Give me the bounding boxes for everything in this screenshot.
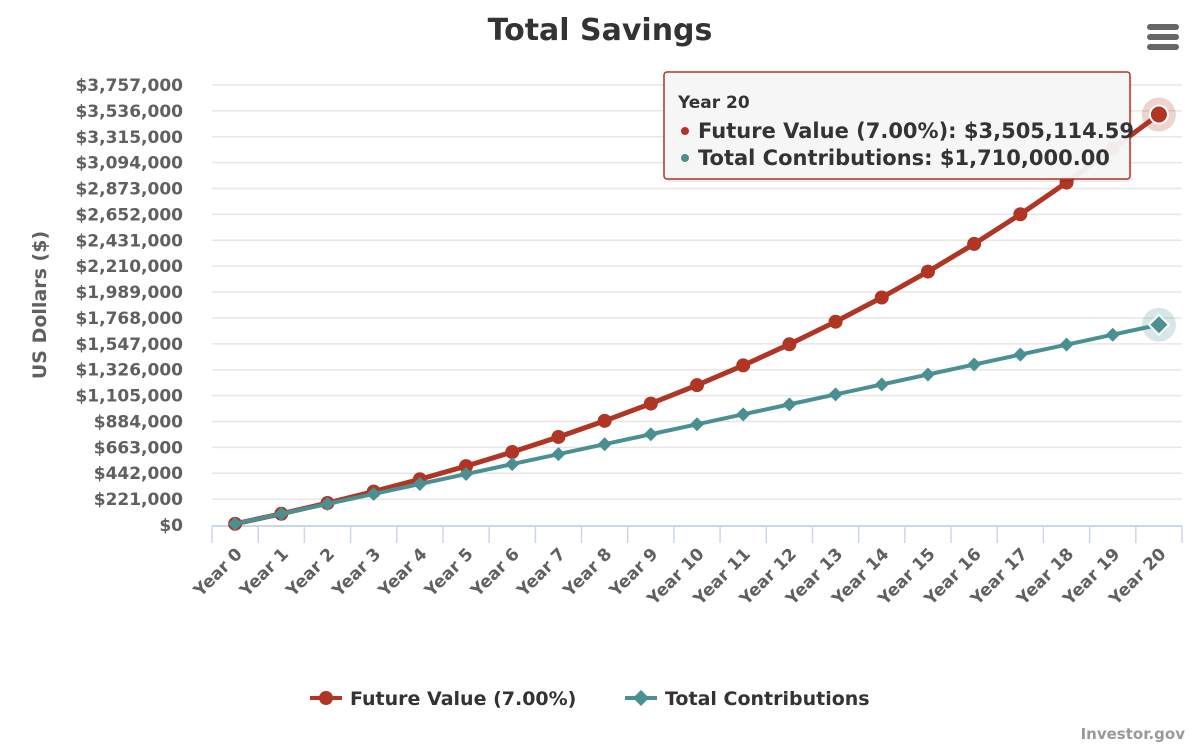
y-tick-label: $1,547,000 <box>75 335 183 355</box>
y-tick-label: $1,989,000 <box>75 283 183 303</box>
data-point[interactable] <box>690 378 704 393</box>
data-point[interactable] <box>690 417 704 432</box>
y-tick-label: $3,315,000 <box>75 128 183 148</box>
y-tick-label: $3,094,000 <box>75 154 183 174</box>
data-point[interactable] <box>1147 313 1171 337</box>
legend-circle-icon <box>319 691 333 705</box>
y-tick-label: $3,757,000 <box>75 76 183 96</box>
y-tick-label: $884,000 <box>94 412 183 432</box>
x-tick-label: Year 5 <box>420 544 477 601</box>
y-tick-label: $2,431,000 <box>75 231 183 251</box>
legend-label-future-value: Future Value (7.00%) <box>350 688 576 710</box>
data-point[interactable] <box>1013 207 1028 222</box>
data-point[interactable] <box>1105 327 1120 342</box>
data-point[interactable] <box>459 467 474 482</box>
data-point[interactable] <box>1013 347 1028 362</box>
tooltip: Year 20 Future Value (7.00%): $3,505,114… <box>663 71 1134 182</box>
data-point[interactable] <box>782 397 797 412</box>
data-point[interactable] <box>828 387 843 402</box>
data-point[interactable] <box>551 447 566 462</box>
y-axis-ticks: $0 $221,000 $442,000 $663,000 $884,000 $1,105… <box>75 76 183 536</box>
data-point[interactable] <box>1059 337 1074 352</box>
data-point[interactable] <box>459 459 474 474</box>
data-point[interactable] <box>597 413 612 428</box>
menu-button[interactable] <box>1140 16 1180 56</box>
data-point[interactable] <box>736 407 751 422</box>
data-point[interactable] <box>366 486 381 501</box>
tooltip-bullet-total-contributions <box>681 154 689 162</box>
legend: Future Value (7.00%) Total Contributions <box>310 688 870 710</box>
x-tick-label: Year 8 <box>559 544 616 601</box>
legend-item-total-contributions[interactable]: Total Contributions <box>625 688 870 710</box>
y-tick-label: $1,105,000 <box>75 387 183 407</box>
data-point[interactable] <box>505 457 520 472</box>
y-tick-label: $0 <box>159 516 183 536</box>
x-tick-label: Year 2 <box>282 544 339 601</box>
data-point[interactable] <box>920 367 935 382</box>
data-point[interactable] <box>643 396 658 411</box>
y-tick-label: $2,652,000 <box>75 205 183 225</box>
data-point[interactable] <box>874 377 889 392</box>
data-point[interactable] <box>274 506 289 521</box>
series-total-contributions <box>228 307 1176 531</box>
data-point[interactable] <box>551 429 566 444</box>
y-tick-label: $663,000 <box>94 438 183 458</box>
x-tick-label: Year 4 <box>374 544 431 601</box>
data-point[interactable] <box>967 236 982 251</box>
tooltip-header: Year 20 <box>677 93 750 113</box>
data-point[interactable] <box>643 427 658 442</box>
y-axis-title: US Dollars ($) <box>29 231 51 379</box>
credit-link[interactable]: Investor.gov <box>1081 725 1186 743</box>
data-point[interactable] <box>412 477 427 492</box>
y-tick-label: $442,000 <box>94 464 183 484</box>
tooltip-line-future-value: Future Value (7.00%): $3,505,114.59 <box>698 119 1134 143</box>
data-point[interactable] <box>1148 104 1169 125</box>
data-point[interactable] <box>828 314 843 329</box>
series-layer <box>228 97 1176 531</box>
tooltip-box <box>663 71 1131 180</box>
data-point[interactable] <box>597 437 612 452</box>
x-tick-label: Year 1 <box>236 544 293 601</box>
y-tick-label: $221,000 <box>94 490 183 510</box>
data-point[interactable] <box>874 290 889 305</box>
y-tick-label: $2,210,000 <box>75 257 183 277</box>
x-tick-label: Year 7 <box>513 544 570 601</box>
y-tick-label: $3,536,000 <box>75 102 183 122</box>
x-tick-label: Year 6 <box>467 544 524 601</box>
y-tick-label: $1,768,000 <box>75 309 183 329</box>
y-tick-label: $2,873,000 <box>75 180 183 200</box>
data-point[interactable] <box>967 357 982 372</box>
y-tick-label: $1,326,000 <box>75 361 183 381</box>
data-point[interactable] <box>920 264 935 279</box>
legend-item-future-value[interactable]: Future Value (7.00%) <box>310 688 576 710</box>
chart-title: Total Savings <box>488 13 713 48</box>
hamburger-menu-icon <box>1147 24 1179 50</box>
tooltip-line-total-contributions: Total Contributions: $1,710,000.00 <box>698 146 1110 170</box>
x-tick-label: Year 3 <box>328 544 385 601</box>
tooltip-bullet-future-value <box>681 127 689 135</box>
data-point[interactable] <box>320 496 335 511</box>
legend-label-total-contributions: Total Contributions <box>665 688 870 710</box>
x-tick-label: Year 0 <box>189 544 246 601</box>
data-point[interactable] <box>736 358 751 373</box>
legend-diamond-icon <box>633 690 649 706</box>
data-point[interactable] <box>782 337 797 352</box>
data-point[interactable] <box>505 445 520 460</box>
data-point[interactable] <box>228 516 243 531</box>
